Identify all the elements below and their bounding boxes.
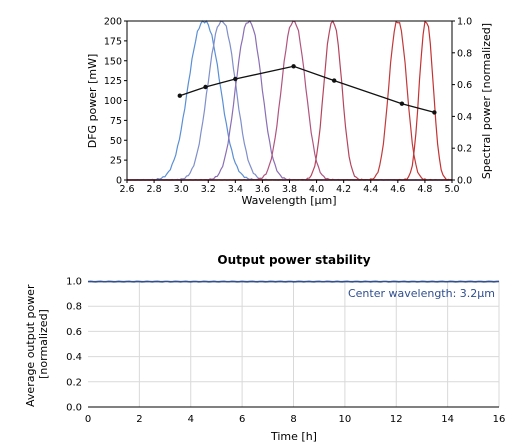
y-tick-label: 0.4: [66, 352, 82, 363]
chart-title: Output power stability: [217, 253, 370, 267]
x-axis-label: Time [h]: [270, 430, 317, 443]
x-tick-label: 2.8: [147, 184, 162, 195]
y-axis-label-line-2: [normalized]: [37, 309, 50, 379]
y-axis-label-line-1: Average output power: [24, 284, 37, 407]
dfg-power-series: [177, 64, 437, 115]
y-tick-label: 50: [110, 136, 122, 147]
x-tick-label: 10: [339, 414, 352, 425]
x-tick-label: 3.4: [228, 184, 243, 195]
x-tick-label: 14: [441, 414, 454, 425]
x-tick-label: 2: [136, 414, 142, 425]
y-tick-label: 25: [110, 156, 122, 167]
y2-axis-label: Spectral power [normalized]: [480, 23, 493, 179]
x-tick-label: 4.2: [336, 184, 351, 195]
y-tick-label: 0.2: [66, 377, 82, 388]
x-tick-label: 8: [290, 414, 296, 425]
x-tick-label: 5.0: [444, 184, 459, 195]
x-tick-label: 3.0: [174, 184, 189, 195]
x-tick-label: 4.6: [390, 184, 405, 195]
x-axis-label: Wavelength [µm]: [241, 194, 336, 207]
x-tick-label: 12: [390, 414, 403, 425]
power-point: [233, 76, 238, 82]
y2-tick-label: 0.8: [457, 48, 472, 59]
x-tick-label: 2.6: [119, 184, 134, 195]
dfg-spectra-chart: 2.6 2.8 3.0 3.2 3.4 3.6 3.8 4.0 4.2 4.4 4.6 4.8 5.0 …: [86, 17, 493, 208]
y-tick-label: 175: [104, 36, 122, 47]
x-tick-label: 4.8: [417, 184, 432, 195]
power-point: [399, 101, 405, 106]
y2-tick-label: 0.6: [457, 80, 472, 91]
y2-tick-label: 0.2: [457, 144, 472, 155]
y-axis-ticks: 0.0 0.2 0.4 0.6 0.8 1.0: [66, 277, 82, 414]
annotation: Center wavelength: 3.2µm: [348, 287, 495, 300]
power-point: [291, 64, 296, 69]
x-tick-label: 4: [188, 414, 194, 425]
stability-chart: Output power stability 0 2 4 6 8 10 12 14 16 0.0…: [24, 253, 505, 443]
x-axis-ticks: 2.6 2.8 3.0 3.2 3.4 3.6 3.8 4.0 4.2 4.4 4.6 4.8 5.0: [119, 180, 460, 195]
y-tick-label: 100: [104, 96, 122, 107]
y-tick-label: 0.6: [66, 327, 82, 338]
power-point: [432, 110, 437, 115]
y-tick-label: 150: [104, 56, 122, 67]
y-tick-label: 125: [104, 76, 122, 87]
grid-lines: [88, 280, 500, 407]
x-tick-label: 4.0: [309, 184, 324, 195]
x-tick-label: 3.6: [255, 184, 270, 195]
y-axis-label: DFG power [mW]: [86, 54, 99, 149]
x-tick-label: 3.8: [282, 184, 297, 195]
x-tick-label: 6: [239, 414, 245, 425]
y-tick-label: 0: [116, 176, 122, 187]
y-tick-label: 1.0: [66, 277, 82, 288]
y2-tick-label: 0.0: [457, 176, 472, 187]
x-axis-ticks: 0 2 4 6 8 10 12 14 16: [85, 414, 506, 425]
y-tick-label: 0.0: [66, 403, 82, 414]
power-point: [203, 84, 208, 90]
x-tick-label: 3.2: [201, 184, 216, 195]
spectra-group: [126, 19, 453, 181]
y-tick-label: 75: [110, 116, 122, 127]
y2-tick-label: 0.4: [457, 112, 472, 123]
y-tick-label: 200: [104, 17, 122, 28]
x-tick-label: 0: [85, 414, 91, 425]
y-axis-label: Average output power [normalized]: [24, 281, 50, 407]
x-tick-label: 16: [493, 414, 506, 425]
y-axis-ticks: 0 25 50 75 100 125 150 175 200: [104, 17, 127, 187]
x-tick-label: 4.4: [363, 184, 378, 195]
y2-tick-label: 1.0: [457, 17, 472, 28]
power-point: [177, 93, 182, 98]
power-point: [332, 78, 337, 83]
y-tick-label: 0.8: [66, 302, 82, 313]
y2-axis-ticks: 0.0 0.2 0.4 0.6 0.8 1.0: [452, 17, 472, 187]
